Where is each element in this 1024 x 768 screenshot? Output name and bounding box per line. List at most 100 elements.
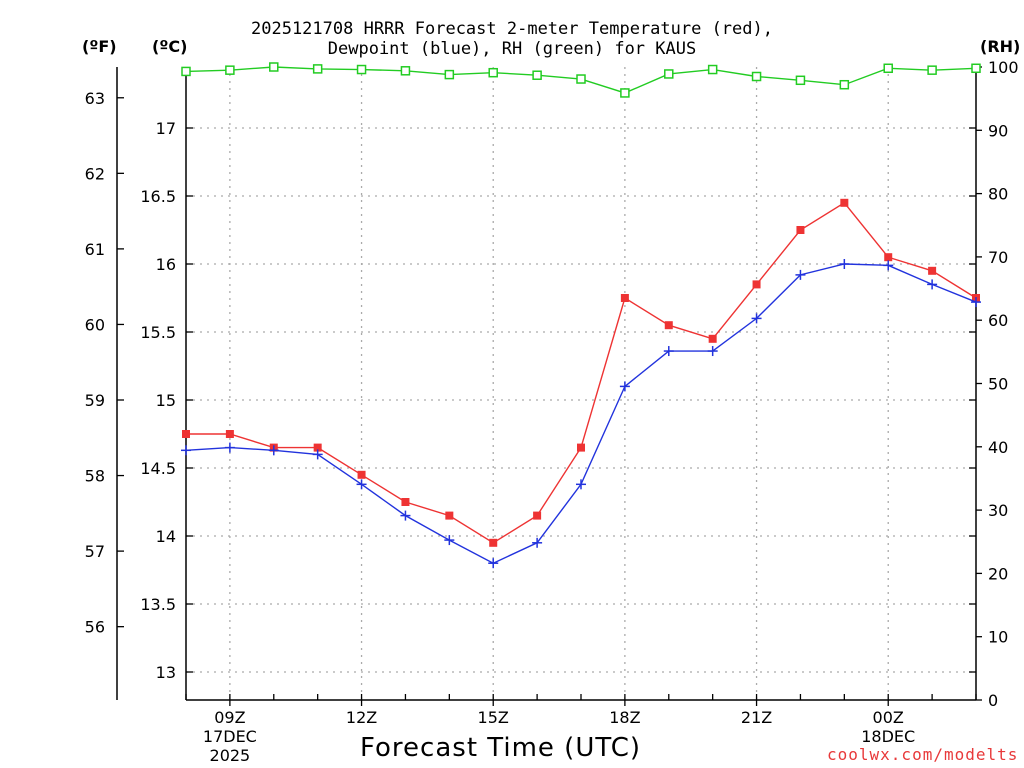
celsius-tick-label: 15 bbox=[156, 391, 176, 410]
rh-tick-label: 0 bbox=[988, 691, 998, 710]
temperature-point bbox=[796, 226, 805, 234]
temperature-point bbox=[708, 334, 717, 343]
dewpoint-point bbox=[883, 260, 894, 271]
rh-point bbox=[664, 69, 674, 79]
rh-tick-label: 70 bbox=[988, 248, 1008, 267]
x-tick-label: 17DEC bbox=[203, 727, 257, 746]
celsius-tick-label: 13 bbox=[156, 663, 176, 682]
celsius-tick-label: 15.5 bbox=[140, 323, 176, 342]
fahrenheit-axis-unit: (ºF) bbox=[82, 37, 117, 56]
dewpoint-point bbox=[268, 445, 279, 456]
dewpoint-point bbox=[444, 535, 455, 546]
rh-point bbox=[488, 67, 498, 78]
fahrenheit-tick-label: 56 bbox=[85, 618, 105, 637]
fahrenheit-tick-label: 57 bbox=[85, 542, 105, 561]
dewpoint-point bbox=[181, 445, 191, 456]
dewpoint-point bbox=[707, 346, 718, 357]
grid-lines bbox=[186, 67, 976, 700]
rh-point bbox=[620, 88, 630, 98]
rh-point bbox=[839, 79, 850, 90]
celsius-tick-label: 17 bbox=[156, 119, 176, 138]
fahrenheit-tick-label: 63 bbox=[85, 89, 105, 108]
temperature-point bbox=[182, 430, 190, 438]
rh-axis-unit: (RH) bbox=[980, 37, 1021, 56]
temperature-point bbox=[445, 511, 454, 520]
rh-point bbox=[576, 74, 586, 84]
rh-tick-label: 60 bbox=[988, 311, 1008, 330]
temperature-point bbox=[401, 498, 410, 506]
dewpoint-point bbox=[839, 259, 850, 269]
celsius-tick-label: 14.5 bbox=[140, 459, 176, 478]
temperature-point bbox=[225, 430, 234, 438]
dewpoint-point bbox=[224, 442, 235, 453]
dewpoint-point bbox=[576, 479, 586, 490]
rh-tick-label: 50 bbox=[988, 375, 1008, 394]
dewpoint-line bbox=[185, 263, 977, 564]
temperature-point bbox=[620, 294, 629, 302]
rh-tick-label: 40 bbox=[988, 438, 1008, 457]
credit-text: coolwx.com/modelts bbox=[827, 745, 1019, 764]
rh-point bbox=[927, 65, 937, 75]
temperature-point bbox=[664, 321, 673, 330]
dewpoint-series bbox=[181, 259, 981, 569]
temperature-point bbox=[928, 266, 937, 275]
rh-point bbox=[312, 64, 323, 74]
x-axis-label: Forecast Time (UTC) bbox=[360, 733, 642, 763]
x-tick-label: 2025 bbox=[210, 746, 251, 765]
rh-point bbox=[751, 71, 762, 82]
temperature-point bbox=[884, 253, 893, 262]
dewpoint-point bbox=[663, 346, 674, 357]
rh-point bbox=[795, 75, 806, 86]
celsius-tick-label: 16.5 bbox=[140, 187, 176, 206]
rh-tick-label: 20 bbox=[988, 564, 1008, 583]
rh-point bbox=[883, 63, 893, 74]
celsius-axis: 13 13.5 14 14.5 15 15.5 16 16.5 17 bbox=[140, 119, 976, 682]
temperature-point bbox=[752, 280, 761, 289]
dewpoint-point bbox=[751, 313, 762, 324]
rh-tick-label: 30 bbox=[988, 501, 1008, 520]
fahrenheit-axis: 56 57 58 59 60 61 62 63 bbox=[85, 89, 124, 637]
dewpoint-point bbox=[927, 279, 938, 290]
rh-tick-label: 100 bbox=[988, 58, 1019, 77]
rh-point bbox=[269, 62, 279, 72]
x-tick-label: 18DEC bbox=[861, 727, 915, 746]
temperature-point bbox=[533, 511, 542, 520]
dewpoint-point bbox=[971, 297, 981, 308]
rh-tick-label: 90 bbox=[988, 121, 1008, 140]
temperature-point bbox=[489, 538, 498, 547]
chart-title-line-2: Dewpoint (blue), RH (green) for KAUS bbox=[327, 39, 697, 59]
x-tick-label: 21Z bbox=[741, 708, 772, 727]
fahrenheit-tick-label: 62 bbox=[85, 164, 105, 183]
x-tick-label: 09Z bbox=[214, 708, 245, 727]
rh-point bbox=[356, 64, 367, 75]
celsius-axis-unit: (ºC) bbox=[152, 37, 188, 56]
temperature-line bbox=[186, 201, 977, 544]
rh-tick-label: 80 bbox=[988, 185, 1008, 204]
rh-point bbox=[444, 69, 455, 80]
celsius-tick-label: 13.5 bbox=[140, 595, 176, 614]
dewpoint-point bbox=[488, 558, 499, 569]
celsius-tick-label: 14 bbox=[156, 527, 176, 546]
rh-point bbox=[971, 63, 981, 74]
dewpoint-point bbox=[400, 510, 411, 521]
rh-axis: 0 10 20 30 40 50 60 70 80 90 100 bbox=[976, 58, 1019, 710]
rh-tick-label: 10 bbox=[988, 628, 1008, 647]
temperature-point bbox=[577, 443, 585, 452]
dewpoint-point bbox=[532, 537, 543, 548]
x-tick-label: 00Z bbox=[873, 708, 904, 727]
temperature-point bbox=[357, 470, 366, 479]
rh-point bbox=[532, 70, 542, 80]
rh-point bbox=[707, 64, 718, 75]
chart-title-line-1: 2025121708 HRRR Forecast 2-meter Tempera… bbox=[251, 19, 773, 39]
rh-point bbox=[181, 66, 191, 77]
celsius-tick-label: 16 bbox=[156, 255, 176, 274]
temperature-point bbox=[313, 443, 322, 452]
x-tick-label: 12Z bbox=[346, 708, 377, 727]
fahrenheit-tick-label: 59 bbox=[85, 391, 105, 410]
fahrenheit-tick-label: 60 bbox=[85, 315, 105, 334]
rh-point bbox=[400, 66, 411, 76]
x-tick-label: 15Z bbox=[478, 708, 509, 727]
dewpoint-point bbox=[619, 381, 630, 392]
